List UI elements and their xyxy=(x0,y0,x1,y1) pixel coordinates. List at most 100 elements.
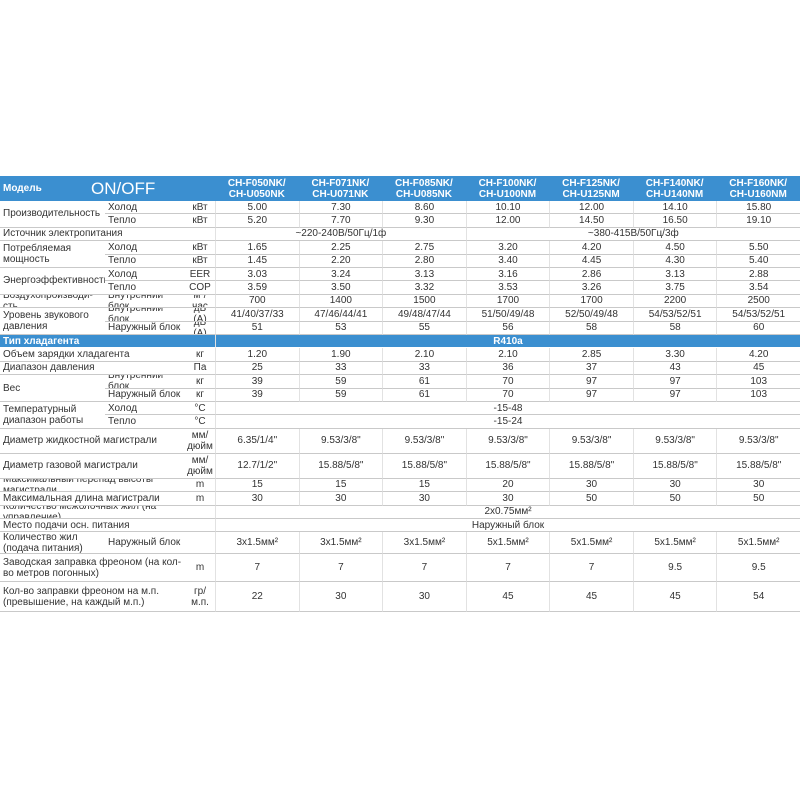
value-cell: 15 xyxy=(298,478,383,493)
value-cell: 45 xyxy=(716,361,800,376)
row-sublabel: Внутренний блок xyxy=(105,295,185,309)
value-cell: 45 xyxy=(465,582,550,613)
value-cell: 2200 xyxy=(632,294,717,309)
model-name: CH-F160NK/ xyxy=(729,177,788,189)
value-cell: 5х1.5мм² xyxy=(716,532,800,555)
value-cell: 22 xyxy=(215,582,299,613)
row-label: Источник электропитания xyxy=(0,228,215,242)
value-cell: ~220-240В/50Гц/1ф xyxy=(215,227,466,242)
value-cell: 9.5 xyxy=(632,554,717,583)
model-name: CH-F140NK/ xyxy=(645,177,704,189)
value-cell: 4.50 xyxy=(632,241,717,255)
value-cell: 50 xyxy=(716,492,800,506)
row-unit: кВт xyxy=(185,255,215,268)
value-cell: 39 xyxy=(215,375,299,389)
value-cell: 14.50 xyxy=(549,214,633,228)
row-sublabel: Холод xyxy=(105,268,185,282)
value-cell: 10.10 xyxy=(465,201,550,215)
row-unit: Па xyxy=(185,362,215,376)
row-unit: кг xyxy=(185,348,215,362)
value-cell: -15-48 xyxy=(215,402,800,416)
value-cell: 9.53/3/8" xyxy=(549,428,633,454)
model-name: CH-U085NK xyxy=(395,188,452,200)
value-cell: 3х1.5мм² xyxy=(382,532,466,555)
model-name: CH-U071NK xyxy=(312,188,369,200)
row-label: Воздухопроизводи-сть xyxy=(0,295,105,309)
value-cell: 7.70 xyxy=(298,214,383,228)
model-name: CH-U140NM xyxy=(646,188,704,200)
value-cell: 3.54 xyxy=(716,281,800,295)
value-cell: 5х1.5мм² xyxy=(465,532,550,555)
value-cell: 103 xyxy=(716,375,800,389)
value-cell: 47/46/44/41 xyxy=(298,308,383,322)
value-cell: 3.32 xyxy=(382,281,466,295)
value-cell: 3.26 xyxy=(549,281,633,295)
value-cell: 9.53/3/8" xyxy=(298,428,383,454)
row-sublabel: Наружный блок xyxy=(105,322,185,335)
value-cell: 3х1.5мм² xyxy=(215,532,299,555)
model-header: CH-F100NK/CH-U100NM xyxy=(466,176,550,201)
value-cell: 2.86 xyxy=(549,268,633,282)
value-cell: 50 xyxy=(632,492,717,506)
value-cell: 7 xyxy=(465,554,550,583)
row-unit: дБ (А) xyxy=(185,322,215,335)
row-unit: мм/ дюйм xyxy=(185,429,215,454)
model-name: CH-F100NK/ xyxy=(478,177,537,189)
value-cell: 12.00 xyxy=(465,214,550,228)
model-header: CH-F050NK/CH-U050NK xyxy=(215,176,299,201)
row-sublabel: Тепло xyxy=(105,281,185,295)
value-cell: 8.60 xyxy=(382,201,466,215)
value-cell: 97 xyxy=(632,388,717,402)
value-cell: 51/50/49/48 xyxy=(465,308,550,322)
value-cell: 53 xyxy=(298,321,383,335)
value-cell: 19.10 xyxy=(716,214,800,228)
value-cell: 58 xyxy=(549,321,633,335)
value-cell: 4.20 xyxy=(716,348,800,362)
row-label: Диаметр жидкостной магистрали xyxy=(0,429,185,454)
row-sublabel: Холод xyxy=(105,241,185,255)
row-label: Количество межблочных жил (на управление… xyxy=(0,506,215,519)
value-cell: 58 xyxy=(632,321,717,335)
row-unit: дБ (А) xyxy=(185,308,215,322)
row-label: Вес xyxy=(0,375,105,402)
row-unit: °C xyxy=(185,415,215,429)
value-cell: 30 xyxy=(382,492,466,506)
value-cell: 9.53/3/8" xyxy=(465,428,550,454)
value-cell: 1.45 xyxy=(215,254,299,268)
value-cell: 2500 xyxy=(716,294,800,309)
value-cell: 5.50 xyxy=(716,241,800,255)
value-cell: 56 xyxy=(465,321,550,335)
value-cell: 16.50 xyxy=(632,214,717,228)
value-cell: 2.25 xyxy=(298,241,383,255)
value-cell: 6.35/1/4" xyxy=(215,428,299,454)
value-cell: 12.00 xyxy=(549,201,633,215)
value-cell: 1400 xyxy=(298,294,383,309)
row-label: Диаметр газовой магистрали xyxy=(0,454,185,479)
value-cell: 5.20 xyxy=(215,214,299,228)
value-cell: 3.13 xyxy=(632,268,717,282)
row-unit: m xyxy=(185,479,215,493)
row-sublabel: Тепло xyxy=(105,214,185,228)
model-name: CH-F125NK/ xyxy=(562,177,620,189)
value-cell: 15.88/5/8" xyxy=(716,453,800,479)
value-cell: 70 xyxy=(465,388,550,402)
model-header: CH-F071NK/CH-U071NK xyxy=(299,176,383,201)
value-cell: 7 xyxy=(549,554,633,583)
value-cell: 39 xyxy=(215,388,299,402)
value-cell: 3.40 xyxy=(465,254,550,268)
value-cell: 36 xyxy=(465,361,550,376)
row-label: Объем зарядки хладагента xyxy=(0,348,185,362)
header-bar xyxy=(0,176,800,201)
value-cell: 15.88/5/8" xyxy=(632,453,717,479)
value-cell: 7 xyxy=(382,554,466,583)
value-cell: 4.30 xyxy=(632,254,717,268)
value-cell: 37 xyxy=(549,361,633,376)
row-label: Кол-во заправки фреоном на м.п. (превыше… xyxy=(0,582,185,613)
row-label: Энергоэффективность xyxy=(0,268,105,295)
value-cell: 2.20 xyxy=(298,254,383,268)
value-cell: 30 xyxy=(549,478,633,493)
value-cell: 54/53/52/51 xyxy=(632,308,717,322)
value-cell: 9.53/3/8" xyxy=(716,428,800,454)
value-cell: 30 xyxy=(298,492,383,506)
value-cell: 3.13 xyxy=(382,268,466,282)
